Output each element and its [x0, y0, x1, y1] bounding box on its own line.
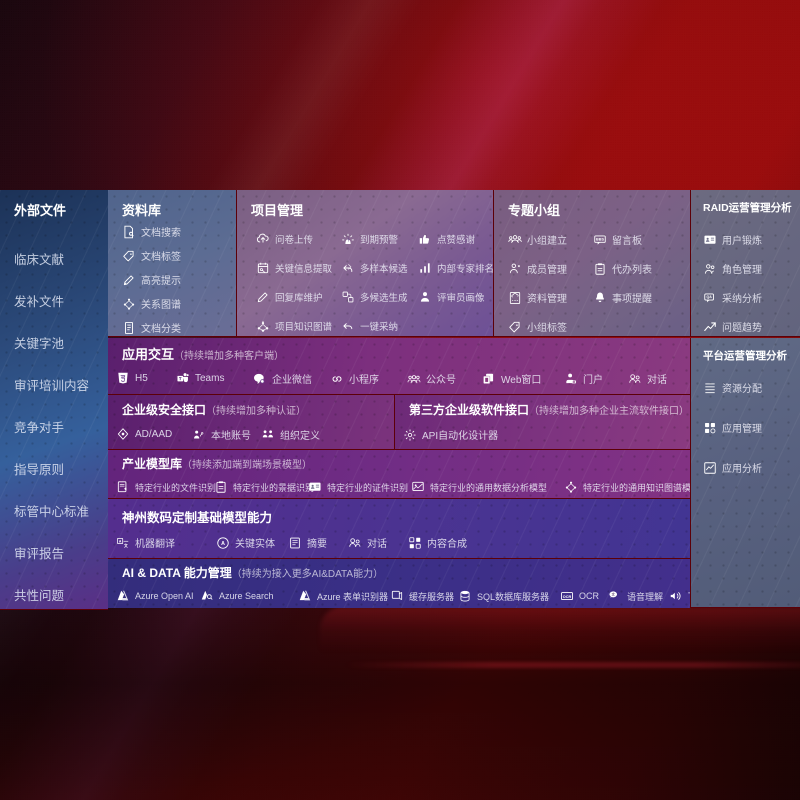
svg-text:A: A — [221, 541, 225, 547]
svg-text:QA: QA — [707, 295, 713, 299]
svg-text:BBS: BBS — [596, 237, 604, 241]
svg-text:OCR: OCR — [563, 595, 572, 599]
svg-text:A: A — [119, 539, 122, 543]
svg-text:文: 文 — [123, 543, 128, 548]
